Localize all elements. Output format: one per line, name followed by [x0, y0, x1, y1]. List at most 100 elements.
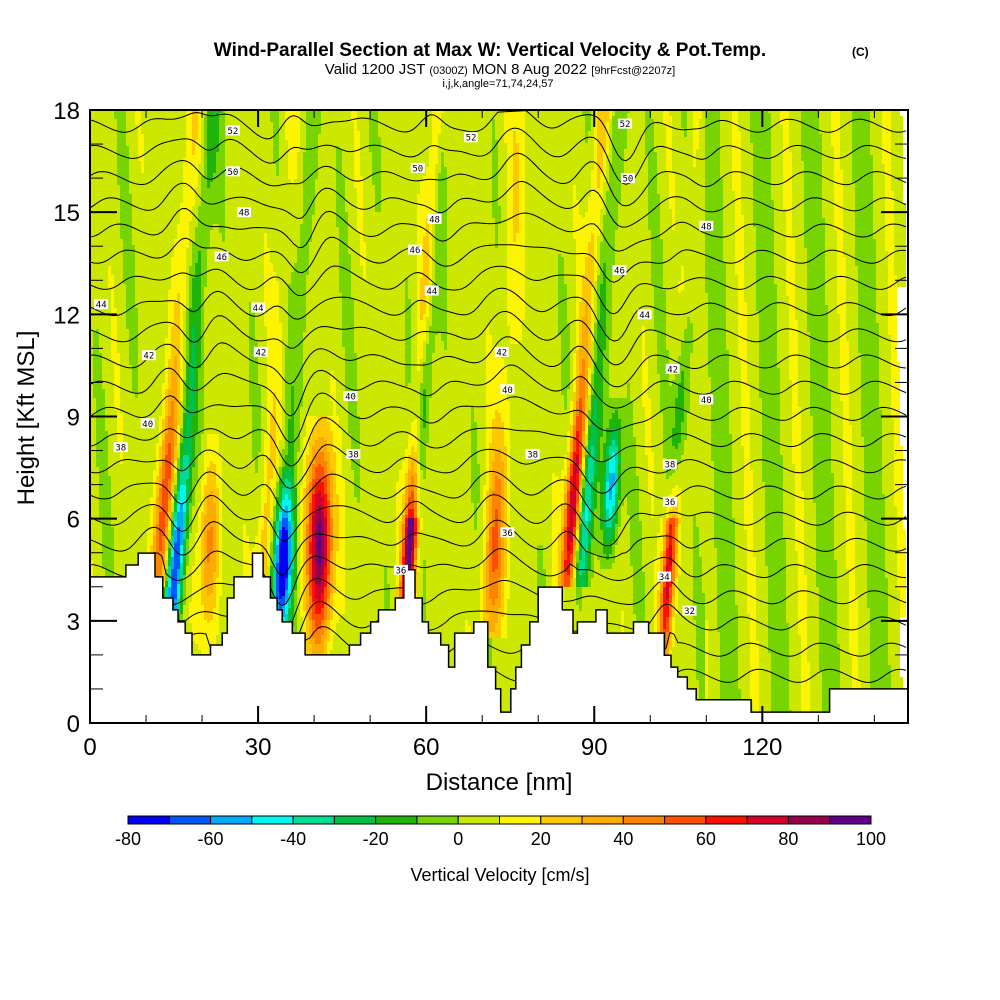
- w-field-cell: [729, 356, 738, 359]
- w-field-cell: [267, 359, 282, 362]
- w-field-cell: [114, 293, 126, 296]
- w-field-cell: [201, 317, 204, 320]
- w-field-cell: [405, 293, 408, 296]
- w-field-cell: [171, 266, 186, 269]
- w-field-cell: [612, 314, 654, 317]
- w-field-cell: [138, 311, 168, 314]
- w-field-cell: [588, 344, 591, 347]
- w-field-cell: [438, 155, 441, 158]
- w-field-cell: [810, 350, 828, 353]
- w-field-cell: [756, 251, 774, 254]
- w-field-cell: [663, 269, 681, 272]
- w-field-cell: [759, 329, 777, 332]
- w-field-cell: [597, 140, 606, 143]
- w-field-cell: [675, 194, 705, 197]
- w-field-cell: [438, 212, 447, 215]
- w-field-cell: [138, 326, 168, 329]
- w-field-cell: [423, 245, 429, 248]
- w-field-cell: [870, 119, 882, 122]
- w-field-cell: [138, 314, 168, 317]
- w-field-cell: [699, 143, 705, 146]
- w-field-cell: [378, 131, 432, 134]
- w-field-cell: [306, 317, 342, 320]
- w-field-cell: [822, 158, 834, 161]
- w-field-cell: [429, 146, 438, 149]
- w-field-cell: [432, 143, 438, 146]
- w-field-cell: [558, 326, 570, 329]
- w-field-cell: [843, 245, 855, 248]
- w-field-cell: [504, 134, 513, 137]
- w-field-cell: [732, 161, 741, 164]
- w-field-cell: [204, 170, 207, 173]
- w-field-cell: [360, 257, 366, 260]
- w-field-cell: [429, 263, 432, 266]
- w-field-cell: [885, 215, 894, 218]
- w-field-cell: [804, 245, 825, 248]
- w-field-cell: [558, 329, 570, 332]
- w-field-cell: [186, 266, 189, 269]
- w-field-cell: [516, 236, 525, 239]
- w-field-cell: [576, 341, 579, 344]
- w-field-cell: [666, 290, 678, 293]
- w-field-cell: [204, 365, 249, 368]
- w-field-cell: [606, 149, 609, 152]
- w-field-cell: [615, 260, 651, 263]
- w-field-cell: [120, 191, 129, 194]
- w-field-cell: [885, 206, 894, 209]
- w-field-cell: [795, 239, 804, 242]
- w-field-cell: [573, 356, 576, 359]
- w-field-cell: [699, 140, 705, 143]
- w-field-cell: [777, 284, 786, 287]
- w-field-cell: [495, 242, 498, 245]
- w-field-cell: [198, 164, 204, 167]
- w-field-cell: [822, 209, 834, 212]
- w-field-cell: [705, 221, 723, 224]
- w-field-cell: [885, 182, 891, 185]
- w-field-cell: [432, 317, 447, 320]
- w-field-cell: [438, 152, 441, 155]
- w-field-cell: [363, 266, 366, 269]
- w-field-cell: [843, 218, 855, 221]
- w-field-cell: [264, 308, 279, 311]
- w-field-cell: [792, 158, 801, 161]
- w-field-cell: [753, 212, 774, 215]
- w-field-cell: [780, 116, 789, 119]
- w-field-cell: [369, 134, 378, 137]
- w-field-cell: [804, 221, 825, 224]
- w-field-cell: [171, 263, 186, 266]
- w-field-cell: [522, 326, 558, 329]
- w-field-cell: [705, 176, 720, 179]
- w-field-cell: [201, 305, 204, 308]
- w-field-cell: [570, 362, 573, 365]
- w-field-cell: [198, 113, 204, 116]
- w-field-cell: [750, 116, 771, 119]
- w-field-cell: [804, 239, 825, 242]
- w-field-cell: [204, 110, 207, 113]
- w-field-cell: [696, 155, 705, 158]
- w-field-cell: [756, 233, 774, 236]
- w-field-cell: [432, 299, 447, 302]
- w-field-cell: [591, 128, 594, 131]
- w-field-cell: [771, 173, 783, 176]
- w-field-cell: [297, 164, 303, 167]
- w-field-cell: [207, 275, 264, 278]
- w-field-cell: [576, 254, 588, 257]
- w-field-cell: [435, 179, 438, 182]
- w-field-cell: [837, 284, 846, 287]
- w-field-cell: [609, 125, 612, 128]
- w-field-cell: [651, 110, 663, 113]
- w-field-cell: [891, 170, 903, 173]
- w-field-cell: [837, 251, 843, 254]
- w-field-cell: [807, 329, 828, 332]
- w-field-cell: [255, 317, 264, 320]
- w-field-cell: [558, 257, 564, 260]
- w-field-cell: [117, 119, 126, 122]
- w-field-cell: [696, 161, 705, 164]
- w-field-cell: [666, 347, 681, 350]
- w-field-cell: [600, 272, 603, 275]
- w-field-cell: [783, 203, 792, 206]
- w-field-cell: [882, 125, 891, 128]
- w-field-cell: [435, 338, 441, 341]
- w-field-cell: [117, 311, 126, 314]
- w-field-cell: [672, 122, 681, 125]
